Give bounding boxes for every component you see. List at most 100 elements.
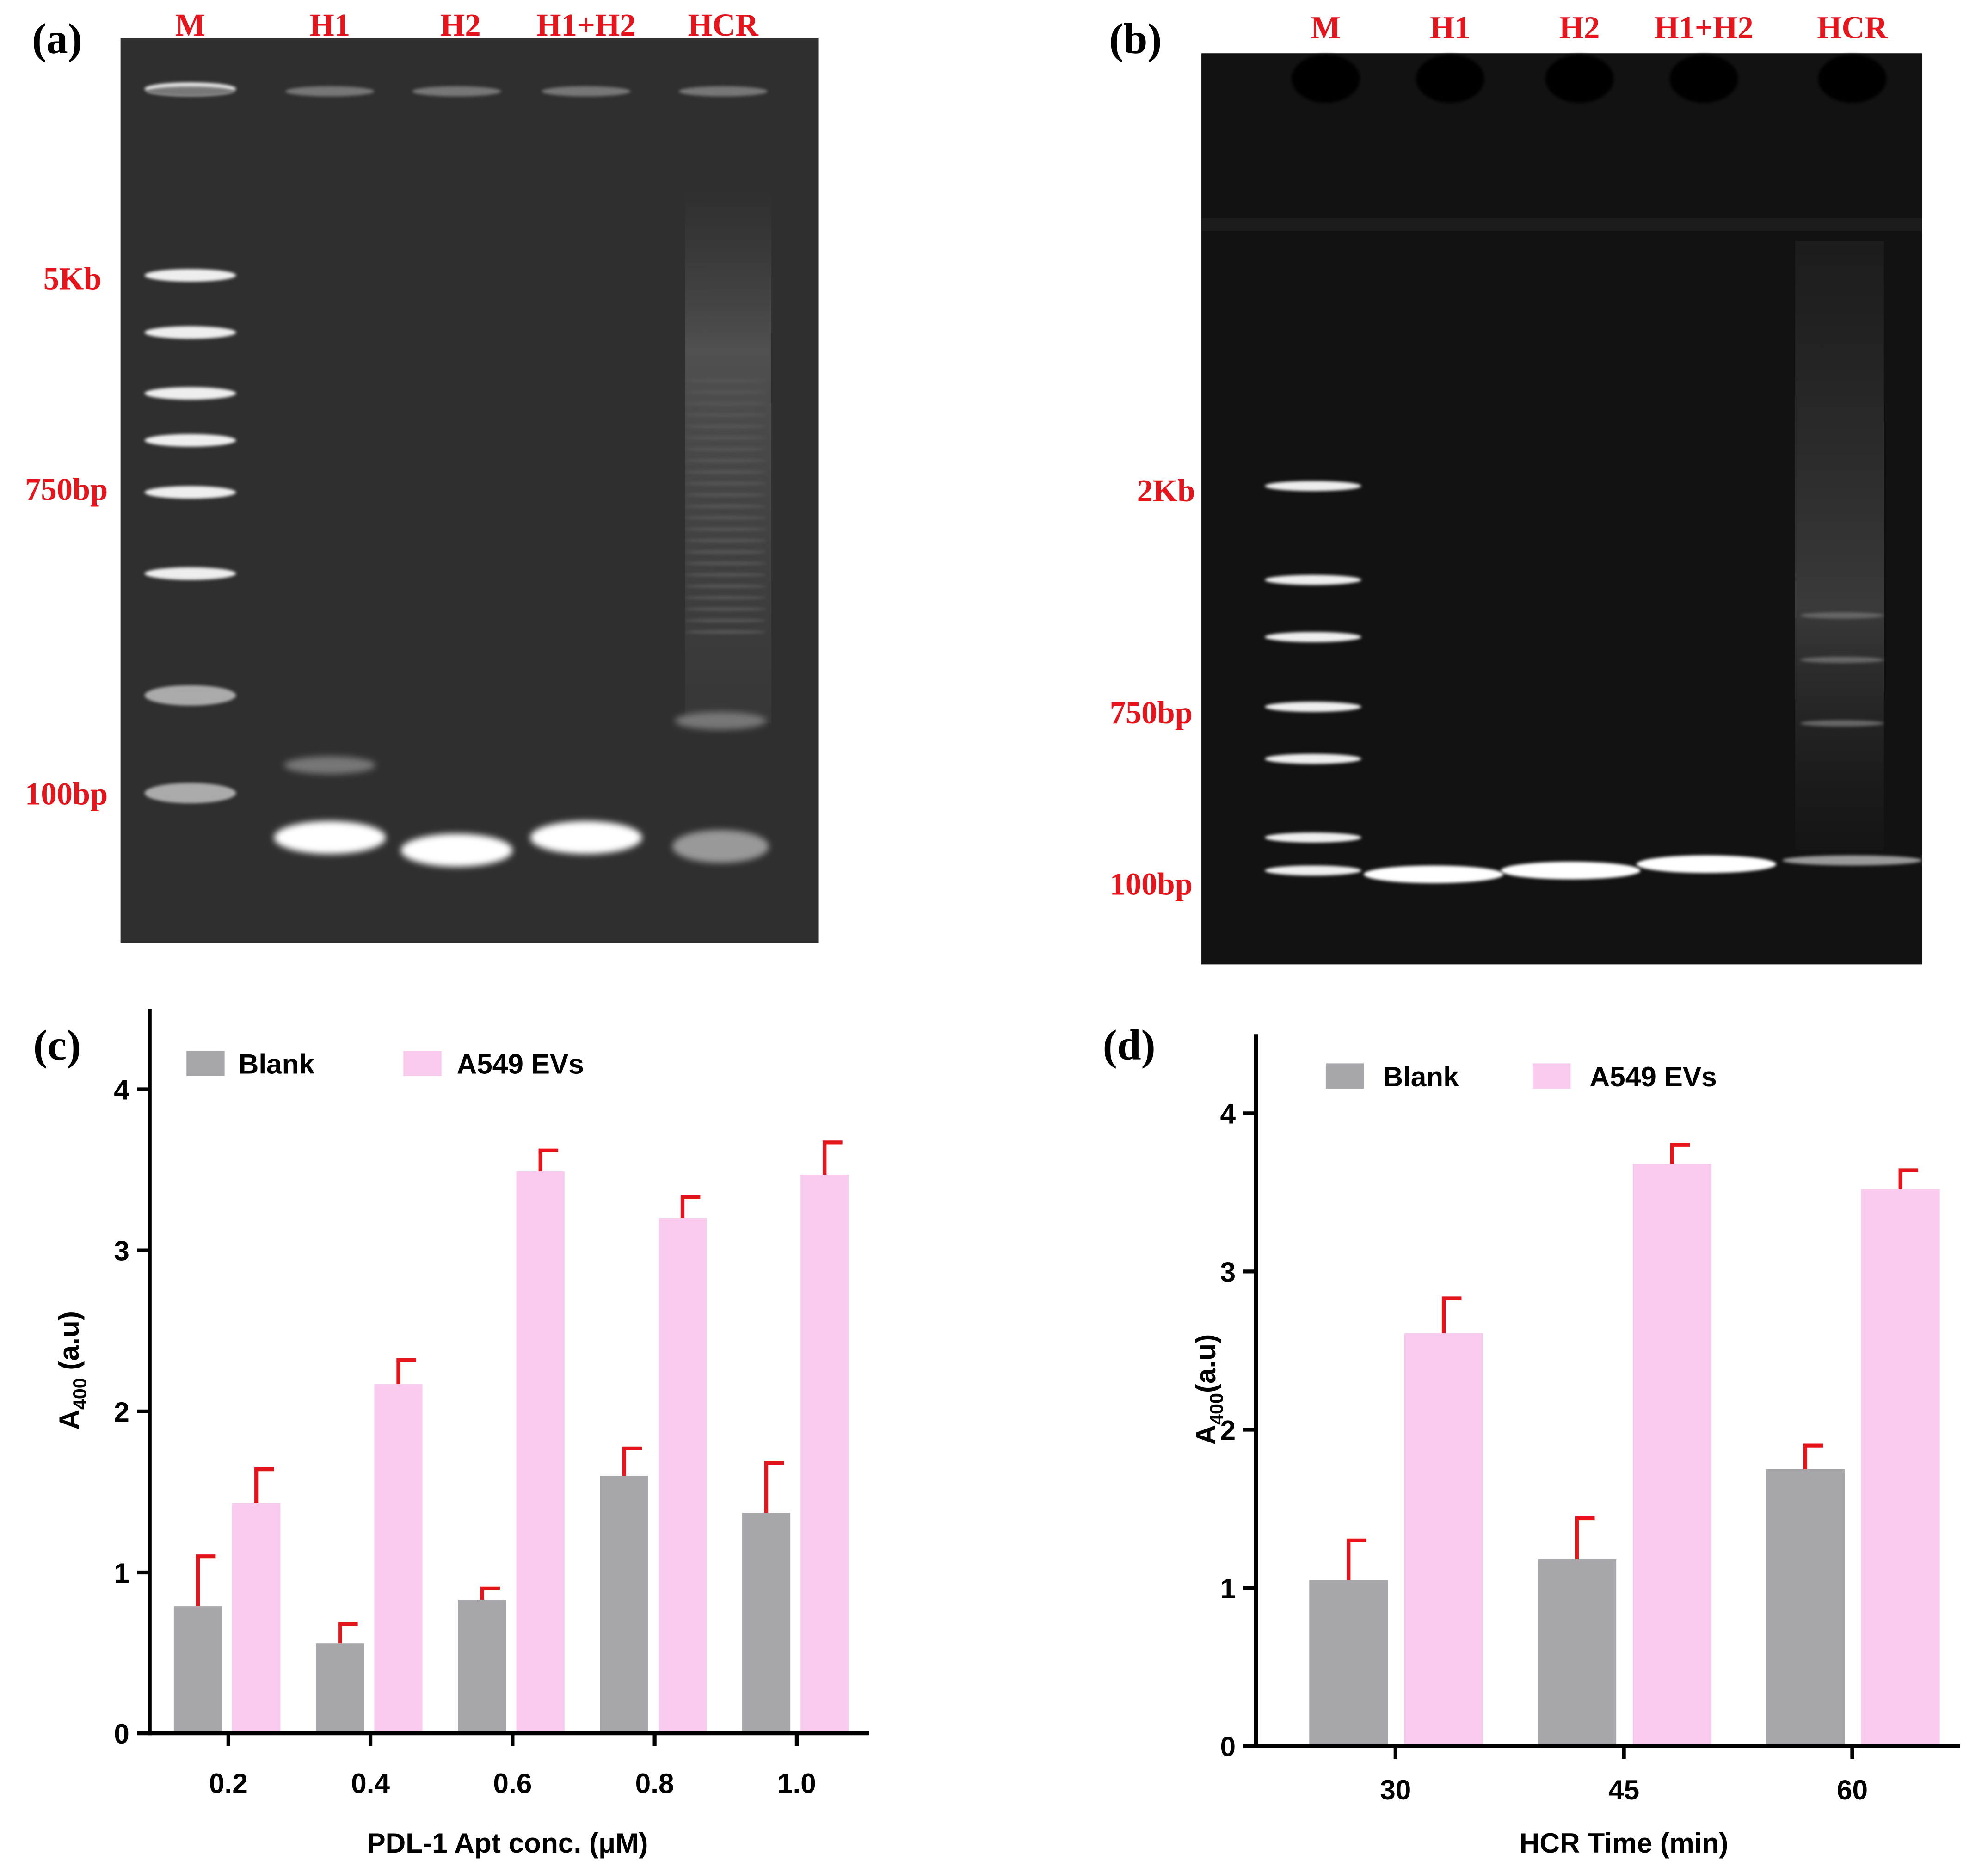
y-axis-title-part: A [1190, 1425, 1221, 1445]
y-tick-label: 0 [114, 1718, 129, 1750]
lane-label: H1+H2 [1654, 10, 1753, 45]
lane-label: H1 [309, 7, 350, 43]
gel-band [1265, 574, 1361, 585]
gel-band [1637, 855, 1776, 873]
gel-band [144, 326, 236, 339]
x-tick-label: 45 [1608, 1774, 1639, 1805]
gel-band [685, 550, 767, 554]
y-axis-title-subscript: 400 [1206, 1393, 1227, 1425]
size-marker-label: 2Kb [1137, 473, 1195, 508]
gel-band [284, 756, 376, 774]
gel-band [1364, 865, 1503, 883]
gel-band [685, 493, 767, 497]
size-marker-label: 100bp [25, 776, 108, 812]
gel-band [685, 527, 767, 531]
y-tick-label: 1 [114, 1557, 129, 1589]
legend-swatch [186, 1050, 225, 1076]
legend-swatch [1533, 1063, 1571, 1089]
gel-band [412, 86, 501, 97]
gel-band [144, 567, 236, 580]
y-tick-label: 0 [1220, 1731, 1236, 1762]
y-tick-label: 4 [114, 1074, 129, 1105]
bar [1309, 1580, 1388, 1746]
gel-image [120, 38, 819, 943]
gel-band [685, 596, 767, 600]
gel-band [1669, 54, 1738, 103]
gel-band [685, 436, 767, 440]
gel-band [144, 434, 236, 447]
size-marker-label: 5Kb [43, 261, 102, 296]
x-tick-label: 0.6 [493, 1768, 532, 1799]
legend-label: Blank [1383, 1061, 1459, 1092]
gel-band [685, 401, 767, 406]
gel-band [1265, 753, 1361, 764]
lane-label: M [1311, 10, 1341, 45]
x-tick-label: 30 [1380, 1774, 1411, 1805]
gel-band [274, 821, 386, 854]
gel-band [1782, 855, 1922, 866]
gel-band [144, 387, 236, 400]
gel-band [685, 470, 767, 474]
bar [658, 1218, 707, 1734]
x-axis-title: PDL-1 Apt conc. (μM) [367, 1827, 648, 1859]
size-marker-label: 750bp [25, 472, 108, 507]
bar [1861, 1189, 1940, 1746]
y-tick-label: 1 [1220, 1572, 1236, 1604]
gel-band [144, 269, 236, 282]
gel-band [685, 447, 767, 451]
bar [516, 1171, 565, 1734]
size-marker-label: 100bp [1110, 866, 1193, 901]
gel-band [1265, 481, 1361, 491]
gel-band [685, 584, 767, 588]
lane-label: H2 [1559, 10, 1600, 45]
x-tick-label: 0.2 [209, 1768, 248, 1799]
panel-label: (d) [1103, 1022, 1156, 1069]
gel-band [1265, 865, 1361, 876]
legend-label: Blank [239, 1048, 315, 1079]
gel-band [685, 607, 767, 611]
gel-band [1545, 54, 1614, 103]
lane-label: HCR [688, 7, 759, 43]
bar [1404, 1333, 1483, 1746]
x-axis-title: HCR Time (min) [1520, 1827, 1729, 1859]
y-tick-label: 4 [1220, 1098, 1236, 1129]
legend-swatch [1325, 1063, 1364, 1089]
gel-band [144, 782, 236, 803]
gel-band [1800, 656, 1884, 663]
bar [742, 1513, 791, 1734]
gel-band [685, 561, 767, 566]
gel-band [685, 424, 767, 429]
x-tick-label: 0.8 [635, 1768, 674, 1799]
gel-band [685, 379, 767, 383]
bar [1632, 1164, 1711, 1746]
y-axis-title-part: (a.u) [53, 1311, 85, 1378]
gel-band [1800, 720, 1884, 727]
lane-label: H1 [1430, 10, 1471, 45]
gel-image [1201, 53, 1922, 965]
y-axis-title-part: (a.u) [1190, 1334, 1221, 1393]
gel-band [1800, 612, 1884, 619]
gel-band [1291, 54, 1360, 103]
legend-label: A549 EVs [1590, 1061, 1717, 1092]
bar [316, 1643, 364, 1734]
bar [458, 1600, 506, 1734]
bar [1538, 1559, 1617, 1746]
gel-band [1501, 862, 1641, 880]
gel-band [1818, 54, 1887, 103]
gel-band [1265, 702, 1361, 712]
gel-band [400, 833, 513, 867]
gel-band [685, 413, 767, 417]
legend-label: A549 EVs [457, 1048, 584, 1079]
size-marker-label: 750bp [1110, 695, 1193, 730]
gel-band [685, 573, 767, 577]
gel-band [1265, 832, 1361, 843]
y-tick-label: 3 [1220, 1256, 1236, 1288]
gel-band [678, 86, 768, 97]
gel-band [685, 630, 767, 634]
gel-band [146, 86, 235, 97]
bar [1766, 1469, 1845, 1746]
y-tick-label: 2 [114, 1396, 129, 1428]
gel-band [685, 390, 767, 394]
x-tick-label: 1.0 [777, 1768, 816, 1799]
